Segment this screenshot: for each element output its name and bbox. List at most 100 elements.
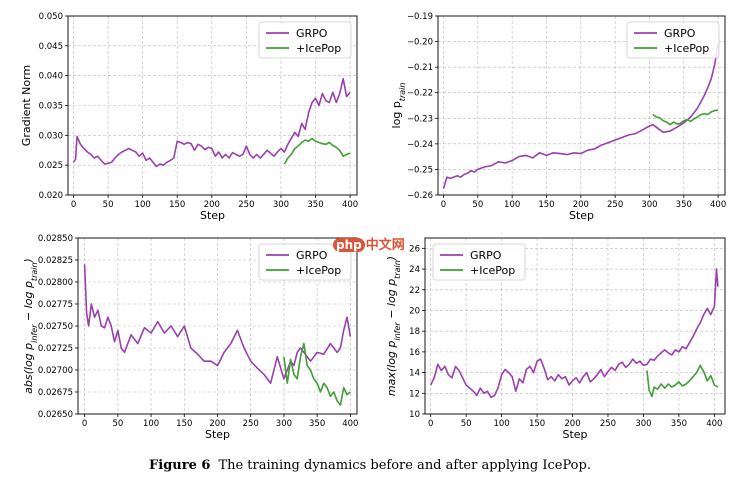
x-tick-label: 200 bbox=[564, 419, 580, 429]
caption-text: The training dynamics before and after a… bbox=[218, 458, 591, 473]
series-line-icepop bbox=[283, 342, 351, 407]
x-tick-label: 250 bbox=[607, 200, 623, 210]
chart-grad: 0 50 100 150 200 250 300 350 400 0.020 0.025 0.030 0… bbox=[20, 12, 358, 222]
x-tick-label: 400 bbox=[342, 200, 358, 210]
x-tick-label: 100 bbox=[143, 419, 159, 429]
x-tick-label: 200 bbox=[209, 419, 225, 429]
legend-box bbox=[258, 243, 352, 281]
x-tick-label: 200 bbox=[573, 200, 589, 210]
y-axis-label-part: − log bbox=[22, 288, 35, 324]
caption-label: Figure 6 bbox=[149, 458, 211, 473]
y-tick-label: 0.030 bbox=[39, 131, 63, 141]
y-axis-label-part: abs(log bbox=[22, 350, 35, 394]
y-axis-label: log ptrain bbox=[390, 83, 407, 129]
x-tick-label: 300 bbox=[273, 200, 289, 210]
y-axis-label-part: p bbox=[385, 341, 398, 349]
y-axis-label-part: p bbox=[22, 343, 35, 351]
x-tick-label: 150 bbox=[176, 419, 192, 429]
legend-label: +IcePop bbox=[296, 42, 341, 55]
y-tick-label: 10 bbox=[409, 410, 420, 420]
legend: GRPO +IcePop bbox=[626, 21, 720, 59]
x-tick-label: 50 bbox=[461, 419, 472, 429]
x-tick-label: 150 bbox=[529, 419, 545, 429]
y-axis-label: abs(log pinfer − log ptrain) bbox=[22, 258, 39, 394]
y-tick-label: 26 bbox=[409, 244, 420, 254]
x-tick-label: 50 bbox=[103, 200, 114, 210]
y-tick-label: 0.020 bbox=[39, 191, 63, 201]
y-tick-label: −0.25 bbox=[407, 165, 433, 175]
x-tick-label: 0 bbox=[71, 200, 76, 210]
x-tick-label: 100 bbox=[135, 200, 151, 210]
x-tick-label: 300 bbox=[635, 419, 651, 429]
plot-frame bbox=[424, 237, 726, 415]
y-axis-label-part: ) bbox=[22, 258, 35, 263]
series-line-grpo bbox=[429, 268, 719, 399]
y-tick-label: 24 bbox=[409, 265, 420, 275]
y-tick-label: 0.025 bbox=[39, 161, 63, 171]
series-line-icepop bbox=[646, 364, 719, 398]
x-tick-label: 100 bbox=[493, 419, 509, 429]
x-tick-label: 250 bbox=[600, 419, 616, 429]
legend-box bbox=[432, 243, 526, 281]
x-axis-label: Step bbox=[569, 209, 594, 222]
chart-abs: 0 50 100 150 200 250 300 350 400 0.02650 0.02675 0.… bbox=[22, 234, 358, 441]
y-tick-label: −0.26 bbox=[407, 191, 433, 201]
x-tick-label: 400 bbox=[706, 419, 722, 429]
y-tick-label: −0.22 bbox=[407, 89, 433, 99]
y-axis-label-part: ) bbox=[385, 256, 398, 261]
plot-frame bbox=[437, 15, 726, 196]
x-axis-label: Step bbox=[205, 428, 230, 441]
y-axis-label-part: train bbox=[393, 260, 402, 279]
x-tick-label: 250 bbox=[243, 419, 259, 429]
x-tick-label: 400 bbox=[342, 419, 358, 429]
legend: GRPO +IcePop bbox=[432, 243, 526, 281]
x-tick-label: 400 bbox=[710, 200, 726, 210]
y-axis-label-part: log p bbox=[390, 101, 403, 128]
y-tick-label: −0.19 bbox=[407, 12, 433, 22]
y-axis-label-part: infer bbox=[30, 324, 39, 343]
y-tick-label: −0.23 bbox=[407, 114, 433, 124]
x-tick-label: 350 bbox=[676, 200, 692, 210]
watermark-badge: php bbox=[333, 238, 365, 252]
y-tick-label: 0.02750 bbox=[38, 322, 73, 332]
y-tick-label: 14 bbox=[409, 369, 420, 379]
y-axis-label-part: train bbox=[30, 262, 39, 281]
legend-box bbox=[626, 21, 720, 59]
y-axis-label-part: p bbox=[385, 279, 398, 287]
y-axis-label-part: train bbox=[398, 83, 407, 102]
watermark: php 中文网 bbox=[333, 234, 405, 253]
y-tick-label: 20 bbox=[409, 306, 420, 316]
x-tick-label: 150 bbox=[169, 200, 185, 210]
y-tick-label: 0.02850 bbox=[38, 234, 73, 244]
x-tick-label: 300 bbox=[641, 200, 657, 210]
x-tick-label: 100 bbox=[504, 200, 520, 210]
legend-label: +IcePop bbox=[470, 264, 515, 277]
x-tick-label: 250 bbox=[238, 200, 254, 210]
y-tick-label: 16 bbox=[409, 348, 420, 358]
legend-label: GRPO bbox=[296, 249, 328, 262]
x-tick-label: 150 bbox=[538, 200, 554, 210]
x-axis-label: Step bbox=[200, 209, 225, 222]
y-tick-label: 0.02700 bbox=[38, 366, 73, 376]
legend-label: GRPO bbox=[664, 27, 696, 40]
y-tick-label: 0.02775 bbox=[38, 300, 73, 310]
y-tick-label: 0.02675 bbox=[38, 388, 73, 398]
x-tick-label: 300 bbox=[276, 419, 292, 429]
x-tick-label: 50 bbox=[472, 200, 483, 210]
legend-label: GRPO bbox=[470, 249, 502, 262]
x-tick-label: 350 bbox=[307, 200, 323, 210]
y-axis-label-part: − log bbox=[385, 286, 398, 322]
y-axis-label-part: p bbox=[22, 281, 35, 289]
y-tick-label: −0.21 bbox=[407, 63, 433, 73]
x-tick-label: 0 bbox=[428, 419, 433, 429]
y-tick-label: 22 bbox=[409, 286, 420, 296]
x-tick-label: 200 bbox=[204, 200, 220, 210]
y-tick-label: 0.02825 bbox=[38, 256, 73, 266]
watermark-text: 中文网 bbox=[365, 238, 405, 253]
x-tick-label: 0 bbox=[82, 419, 87, 429]
y-axis-label-part: max(log bbox=[385, 348, 398, 397]
plot-frame bbox=[77, 237, 358, 415]
chart-logp: 0 50 100 150 200 250 300 350 400 −0.26 −0.25 −0.24 −… bbox=[390, 12, 726, 222]
x-tick-label: 50 bbox=[112, 419, 123, 429]
